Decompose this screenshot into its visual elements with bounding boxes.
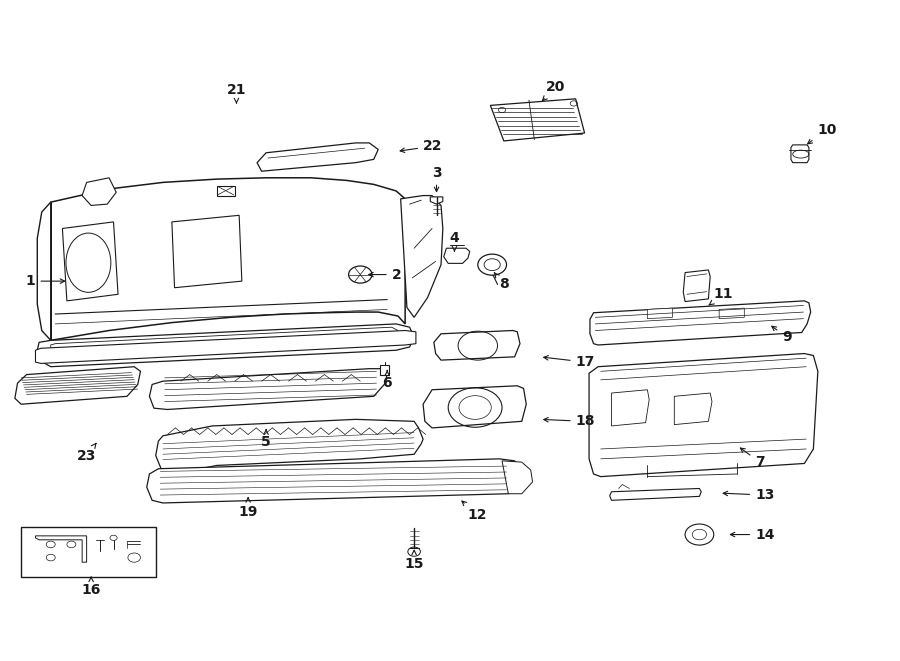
Text: 19: 19 bbox=[238, 498, 257, 518]
Polygon shape bbox=[37, 324, 414, 367]
Polygon shape bbox=[257, 143, 378, 171]
Polygon shape bbox=[147, 459, 522, 503]
Polygon shape bbox=[502, 461, 533, 494]
Text: 16: 16 bbox=[81, 577, 101, 598]
Polygon shape bbox=[35, 330, 416, 364]
Polygon shape bbox=[21, 527, 156, 577]
Polygon shape bbox=[683, 270, 710, 301]
Text: 12: 12 bbox=[462, 501, 487, 522]
Text: 3: 3 bbox=[432, 165, 441, 192]
Polygon shape bbox=[611, 390, 649, 426]
Polygon shape bbox=[149, 369, 387, 409]
Polygon shape bbox=[791, 145, 809, 163]
Polygon shape bbox=[14, 367, 140, 405]
Polygon shape bbox=[380, 365, 389, 375]
Text: 11: 11 bbox=[709, 288, 734, 305]
Polygon shape bbox=[37, 202, 50, 340]
Text: 17: 17 bbox=[544, 355, 595, 369]
Polygon shape bbox=[434, 330, 520, 360]
Polygon shape bbox=[172, 215, 242, 288]
Text: 23: 23 bbox=[76, 444, 96, 463]
Polygon shape bbox=[491, 98, 585, 141]
Polygon shape bbox=[400, 196, 443, 317]
Text: 1: 1 bbox=[26, 274, 65, 288]
Polygon shape bbox=[50, 178, 405, 340]
Text: 5: 5 bbox=[261, 430, 271, 449]
Text: 20: 20 bbox=[543, 80, 565, 100]
Text: 13: 13 bbox=[724, 488, 774, 502]
Text: 4: 4 bbox=[450, 231, 459, 251]
Polygon shape bbox=[590, 354, 818, 477]
Text: 18: 18 bbox=[544, 414, 595, 428]
Polygon shape bbox=[719, 308, 744, 319]
Polygon shape bbox=[82, 178, 116, 206]
Text: 7: 7 bbox=[741, 448, 765, 469]
Text: 10: 10 bbox=[807, 123, 836, 144]
Text: 21: 21 bbox=[227, 83, 247, 103]
Text: 6: 6 bbox=[382, 371, 392, 390]
Polygon shape bbox=[62, 222, 118, 301]
Polygon shape bbox=[444, 249, 470, 263]
Text: 8: 8 bbox=[494, 272, 508, 292]
Text: 22: 22 bbox=[400, 139, 443, 153]
Polygon shape bbox=[430, 197, 443, 204]
Polygon shape bbox=[647, 308, 672, 319]
Polygon shape bbox=[423, 386, 526, 428]
Polygon shape bbox=[674, 393, 712, 424]
Polygon shape bbox=[590, 301, 811, 345]
Polygon shape bbox=[156, 419, 423, 475]
Polygon shape bbox=[609, 488, 701, 500]
Text: 15: 15 bbox=[404, 550, 424, 571]
Polygon shape bbox=[217, 186, 235, 196]
Text: 14: 14 bbox=[731, 527, 775, 541]
Text: 2: 2 bbox=[369, 268, 401, 282]
Text: 9: 9 bbox=[772, 327, 792, 344]
